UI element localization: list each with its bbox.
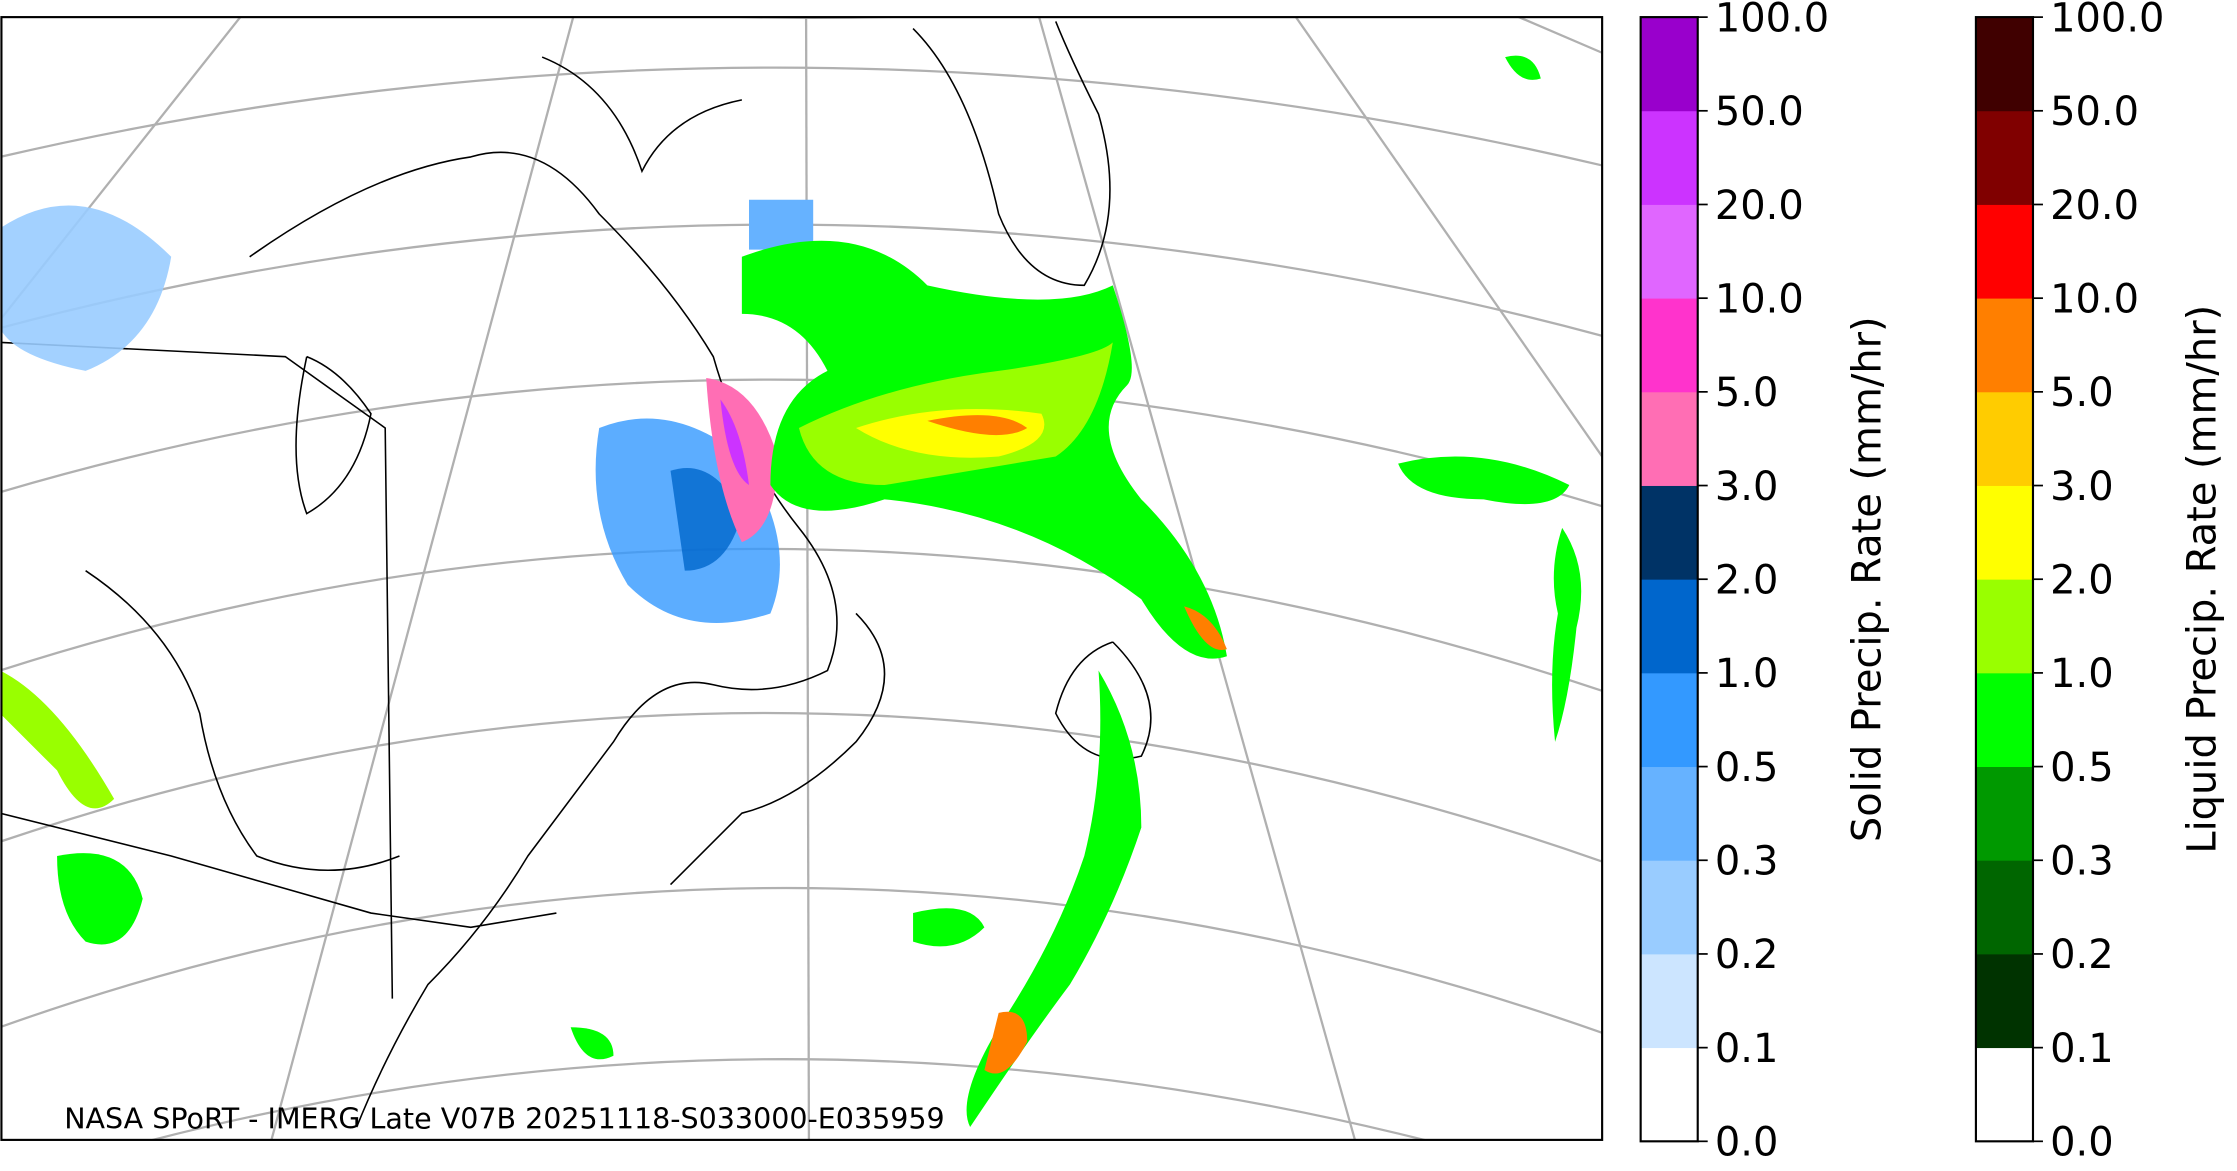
colorbar-bin	[1640, 485, 1698, 580]
colorbar-tick-label: 0.3	[1715, 839, 1779, 885]
colorbar-tick-label: 2.0	[1715, 557, 1779, 603]
colorbar-tick-label: 5.0	[2050, 370, 2114, 416]
colorbar-tick-label: 10.0	[1715, 276, 1804, 322]
colorbar-bin	[1975, 17, 2033, 112]
colorbar-tick-label: 2.0	[2050, 557, 2114, 603]
colorbar-tick-label: 0.0	[2050, 1120, 2114, 1166]
colorbar-tick-label: 0.0	[1715, 1120, 1779, 1166]
colorbar-label: Solid Precip. Rate (mm/hr)	[1844, 316, 1890, 842]
colorbar-tick-label: 10.0	[2050, 276, 2139, 322]
map-background	[1, 17, 1603, 1140]
precipitation	[1, 55, 1582, 1128]
colorbar-tick-label: 0.2	[1715, 932, 1779, 978]
colorbar-bin	[1975, 391, 2033, 486]
colorbar-bin	[1975, 860, 2033, 955]
colorbar-bin	[1640, 110, 1698, 205]
colorbar-bin	[1640, 17, 1698, 112]
colorbar-tick-label: 3.0	[2050, 464, 2114, 510]
colorbar-bin	[1975, 1047, 2033, 1142]
colorbar-tick-label: 20.0	[2050, 183, 2139, 229]
colorbar-bin	[1640, 298, 1698, 393]
graticule	[1, 17, 1603, 1140]
colorbar-tick-label: 0.2	[2050, 932, 2114, 978]
colorbar-bin	[1975, 766, 2033, 861]
colorbar-tick-label: 0.1	[2050, 1026, 2114, 1072]
colorbar-tick-label: 0.5	[2050, 745, 2114, 791]
colorbar-bin	[1975, 485, 2033, 580]
colorbar-bin	[1975, 298, 2033, 393]
colorbar-tick-label: 50.0	[2050, 89, 2139, 135]
colorbar-tick-label: 20.0	[1715, 183, 1804, 229]
colorbar-tick-label: 1.0	[2050, 651, 2114, 697]
map	[1, 17, 1603, 1140]
colorbar-bin	[1640, 391, 1698, 486]
colorbar-bin	[1640, 953, 1698, 1049]
colorbar-bin	[1640, 672, 1698, 768]
colorbar-bin	[1640, 579, 1698, 674]
colorbar-tick-label: 0.5	[1715, 745, 1779, 791]
colorbar-bin	[1975, 672, 2033, 768]
coastlines	[1, 21, 1152, 1128]
colorbar-bin	[1640, 766, 1698, 861]
colorbar-tick-label: 1.0	[1715, 651, 1779, 697]
colorbar-bin	[1975, 204, 2033, 299]
colorbar-tick-label: 0.1	[1715, 1026, 1779, 1072]
colorbar-tick-label: 100.0	[2050, 0, 2164, 41]
colorbar-bin	[1640, 860, 1698, 955]
colorbar-tick-label: 100.0	[1715, 0, 1829, 41]
map-frame	[0, 16, 1604, 1141]
colorbar-tick-label: 5.0	[1715, 370, 1779, 416]
colorbar-tick-label: 0.3	[2050, 839, 2114, 885]
colorbar-bin	[1975, 953, 2033, 1049]
colorbar-bin	[1975, 110, 2033, 205]
colorbar-tick-label: 50.0	[1715, 89, 1804, 135]
colorbar-label: Liquid Precip. Rate (mm/hr)	[2180, 305, 2226, 854]
colorbar-bin	[1975, 579, 2033, 674]
colorbar-tick-label: 3.0	[1715, 464, 1779, 510]
map-caption: NASA SPoRT - IMERG Late V07B 20251118-S0…	[64, 1102, 944, 1135]
colorbar-bin	[1640, 204, 1698, 299]
colorbar-bin	[1640, 1047, 1698, 1142]
